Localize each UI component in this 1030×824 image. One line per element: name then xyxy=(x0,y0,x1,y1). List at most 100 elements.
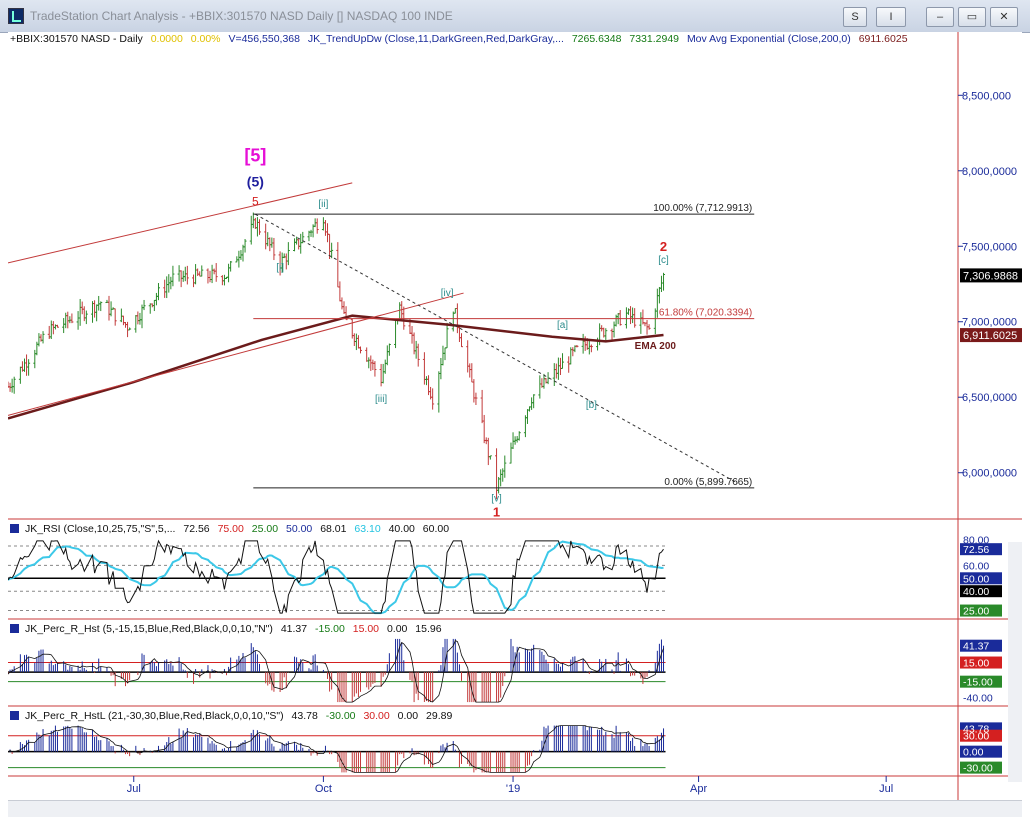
rsi-value: 63.10 xyxy=(354,523,381,535)
ema-200-line xyxy=(7,314,664,420)
last-price-text: 7,306.9868 xyxy=(963,270,1018,282)
trend-value-2: 7331.2949 xyxy=(629,33,680,45)
indicator-value-box xyxy=(960,761,1002,774)
wave-label: [iv] xyxy=(441,288,454,299)
indicator-tick-label: 80.00 xyxy=(963,535,989,547)
indicator-tick-label: 72.56 xyxy=(963,544,989,556)
symbol-label: +BBIX:301570 NASD - Daily xyxy=(10,33,143,45)
restore-button[interactable]: ▭ xyxy=(958,7,986,27)
indicator-tick-label: 25.00 xyxy=(963,606,989,618)
perc-r-value: 15.00 xyxy=(352,623,380,635)
wave-label: (5) xyxy=(247,174,264,190)
indicator-pane xyxy=(7,638,1002,703)
wave-label: [v] xyxy=(491,493,502,504)
indicator-tick-label: 30.00 xyxy=(963,731,989,743)
tradestation-logo-icon xyxy=(8,8,24,24)
wave-label: 2 xyxy=(660,239,667,254)
ema-last-box xyxy=(960,328,1022,343)
perc-r-value: 0.00 xyxy=(386,623,408,635)
indicator-value-box xyxy=(960,675,1002,688)
rsi-value: 25.00 xyxy=(251,523,279,535)
plot-background xyxy=(8,32,958,800)
price-tick-label: 6,500,0000 xyxy=(962,392,1017,404)
close-button[interactable]: ✕ xyxy=(990,7,1018,27)
chart-area[interactable]: 6,000,0000 6,500,0000 7,000,0000 7,500,0000… xyxy=(6,32,1022,800)
wave-label: 5 xyxy=(252,194,259,208)
perc-rl-value: 0.00 xyxy=(397,710,419,722)
perc-rl-value: 30.00 xyxy=(363,710,390,722)
indicator-tick-label: 60.00 xyxy=(963,560,989,572)
indicator-value-box xyxy=(960,585,1002,598)
indicator-value-box xyxy=(960,639,1002,652)
indicator-pane xyxy=(7,539,1002,617)
upper-channel-line xyxy=(7,182,353,264)
price-tick-label: 7,000,0000 xyxy=(962,317,1017,329)
indicator-value-box xyxy=(960,604,1002,617)
perc-r-value: 15.96 xyxy=(415,623,442,635)
wave-label: [c] xyxy=(658,255,669,266)
ema-200-label: EMA 200 xyxy=(635,341,677,352)
indicator-tick-label: 15.00 xyxy=(963,658,989,670)
price-tick-label: 7,500,0000 xyxy=(962,241,1017,253)
chart-svg[interactable]: 6,000,0000 6,500,0000 7,000,0000 7,500,0000… xyxy=(6,32,1022,800)
indicator-tick-label: -40.00 xyxy=(963,693,993,705)
price-tick-label: 8,000,0000 xyxy=(962,166,1017,178)
wave-label: 1 xyxy=(493,504,500,519)
indicator-value-box xyxy=(960,745,1002,758)
trend-indicator-label: JK_TrendUpDw (Close,11,DarkGreen,Red,Dar… xyxy=(307,33,564,45)
perc-r-value: -15.00 xyxy=(315,623,345,635)
horizontal-scrollbar[interactable] xyxy=(8,800,1022,817)
ema-last-text: 6,911.6025 xyxy=(963,330,1017,342)
rsi-header: JK_RSI (Close,10,25,75,"S",5,... 72.56 7… xyxy=(10,523,454,535)
ema-indicator-value: 6911.6025 xyxy=(858,33,908,45)
interval-link-button[interactable]: I xyxy=(876,7,906,27)
window-title: TradeStation Chart Analysis - +BBIX:3015… xyxy=(30,9,453,23)
minimize-button[interactable]: – xyxy=(926,7,954,27)
downtrend-line xyxy=(255,213,738,484)
perc-rl-value: 43.78 xyxy=(291,710,318,722)
oscillator-line xyxy=(7,640,664,703)
rsi-value: 60.00 xyxy=(422,523,450,535)
change-pct: 0.00% xyxy=(190,33,221,45)
rsi-value: 50.00 xyxy=(285,523,313,535)
indicator-tick-label: 41.37 xyxy=(963,641,989,653)
rsi-value: 68.01 xyxy=(320,523,347,535)
perc-rl-name: JK_Perc_R_HstL (21,-30,30,Blue,Red,Black… xyxy=(25,710,284,722)
wave-label: [a] xyxy=(557,320,568,331)
perc-r-name: JK_Perc_R_Hst (5,-15,15,Blue,Red,Black,0… xyxy=(25,623,273,635)
change-value: 0.0000 xyxy=(150,33,183,45)
perc-r-indicator-icon[interactable] xyxy=(10,624,19,633)
rsi-value: 72.56 xyxy=(183,523,210,535)
indicator-tick-label: -15.00 xyxy=(963,677,993,689)
perc-r-value: 41.37 xyxy=(280,623,308,635)
lower-channel-line xyxy=(7,292,464,416)
rsi-line xyxy=(7,539,664,614)
time-axis-label: Oct xyxy=(315,783,332,795)
fib-level-label: 100.00% (7,712.9913) xyxy=(653,203,752,214)
price-tick-label: 6,000,0000 xyxy=(962,468,1017,480)
perc-r-header: JK_Perc_R_Hst (5,-15,15,Blue,Red,Black,0… xyxy=(10,623,447,635)
price-tick-label: 8,500,000 xyxy=(962,90,1011,102)
perc-rl-indicator-icon[interactable] xyxy=(10,711,19,720)
indicator-tick-label: 43.78 xyxy=(963,723,989,735)
indicator-value-box xyxy=(960,729,1002,742)
time-axis-label: Apr xyxy=(690,783,707,795)
wave-label: [i] xyxy=(276,262,284,273)
perc-rl-header: JK_Perc_R_HstL (21,-30,30,Blue,Red,Black… xyxy=(10,710,457,722)
indicator-value-box xyxy=(960,543,1002,556)
wave-label: [5] xyxy=(244,146,266,166)
indicator-tick-label: 50.00 xyxy=(963,573,989,585)
volume-value: V=456,550,368 xyxy=(228,33,300,45)
rsi-indicator-icon[interactable] xyxy=(10,524,19,533)
wave-label: [ii] xyxy=(318,199,328,210)
rsi-name: JK_RSI (Close,10,25,75,"S",5,... xyxy=(25,523,176,535)
indicator-tick-label: 0.00 xyxy=(963,747,984,759)
trend-value-1: 7265.6348 xyxy=(571,33,622,45)
symbol-link-button[interactable]: S xyxy=(843,7,867,27)
rsi-value: 40.00 xyxy=(388,523,415,535)
wave-label: [iii] xyxy=(375,394,387,405)
vertical-scrollbar[interactable] xyxy=(1008,542,1022,782)
time-axis-label: Jul xyxy=(127,783,141,795)
price-header: +BBIX:301570 NASD - Daily 0.0000 0.00% V… xyxy=(10,33,913,45)
